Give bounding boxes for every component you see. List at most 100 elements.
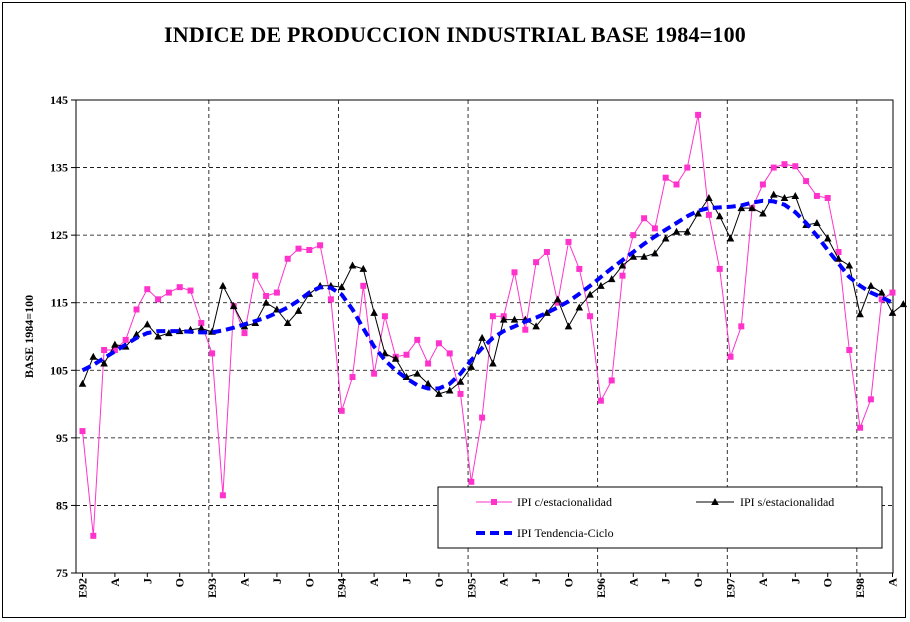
data-point-square: [425, 360, 432, 367]
legend-label-ipi-tendencia-ciclo: IPI Tendencia-Ciclo: [517, 526, 614, 540]
data-point-square: [381, 313, 388, 320]
x-tick-label: A: [367, 578, 381, 587]
data-point-square: [176, 284, 183, 291]
data-point-square: [533, 259, 540, 266]
y-tick-label: 125: [50, 228, 68, 242]
data-point-square: [846, 347, 853, 354]
x-tick-label: O: [432, 578, 446, 587]
x-tick-label: O: [302, 578, 316, 587]
data-point-triangle: [154, 332, 162, 340]
data-point-square: [468, 478, 475, 485]
data-point-square: [522, 326, 529, 333]
legend-label-ipi-c-estacionalidad: IPI c/estacionalidad: [517, 495, 612, 509]
data-point-square: [327, 296, 334, 303]
data-point-square: [565, 238, 572, 245]
data-point-square: [587, 313, 594, 320]
data-point-square: [155, 296, 162, 303]
x-tick-label: A: [238, 578, 252, 587]
x-tick-label: E92: [76, 578, 90, 598]
data-point-square: [770, 164, 777, 171]
data-point-square: [101, 347, 108, 354]
data-point-triangle: [229, 302, 238, 310]
data-point-triangle: [888, 308, 897, 316]
data-point-triangle: [769, 190, 778, 198]
data-point-triangle: [726, 234, 735, 242]
x-tick-label: A: [756, 578, 770, 587]
data-point-triangle: [391, 354, 400, 362]
data-point-triangle: [640, 252, 648, 260]
y-tick-label: 115: [51, 296, 68, 310]
data-point-square: [360, 282, 367, 289]
x-tick-label: A: [497, 578, 511, 587]
data-point-triangle: [607, 275, 616, 283]
x-tick-label: O: [821, 578, 835, 587]
data-point-square: [435, 340, 442, 347]
data-point-square: [727, 353, 734, 360]
data-point-triangle: [813, 218, 821, 226]
y-axis-label: BASE 1984=100: [22, 295, 36, 378]
data-point-square: [543, 249, 550, 256]
data-point-triangle: [359, 264, 368, 272]
data-point-triangle: [661, 234, 670, 242]
data-point-square: [867, 396, 874, 403]
x-tick-label: J: [788, 578, 802, 584]
data-point-square: [79, 428, 86, 435]
data-point-square: [284, 255, 291, 262]
data-point-square: [306, 247, 313, 254]
data-point-square: [90, 532, 97, 539]
data-point-triangle: [413, 369, 422, 377]
x-tick-label: E97: [724, 578, 738, 598]
data-point-triangle: [553, 295, 562, 303]
data-point-square: [857, 424, 864, 431]
data-point-square: [554, 299, 561, 306]
data-point-triangle: [845, 261, 854, 269]
data-point-square: [619, 272, 626, 279]
data-point-square: [695, 111, 702, 118]
x-tick-label: A: [886, 578, 900, 587]
data-point-triangle: [111, 340, 119, 348]
data-point-square: [187, 287, 194, 294]
data-point-triangle: [543, 308, 551, 316]
x-tick-label: A: [108, 578, 122, 587]
data-point-triangle: [856, 310, 864, 318]
data-point-square: [662, 174, 669, 181]
y-tick-label: 105: [50, 363, 68, 377]
data-point-square: [165, 289, 172, 296]
legend: IPI c/estacionalidad IPI s/estacionalida…: [437, 486, 883, 549]
data-point-triangle: [132, 330, 141, 338]
data-point-square: [263, 292, 270, 299]
data-point-square: [446, 350, 453, 357]
data-point-triangle: [629, 252, 638, 260]
data-point-square: [295, 245, 302, 252]
data-point-square: [219, 492, 226, 499]
y-axis-ticks: 75 85 95 105 115 125 135 145: [50, 93, 76, 580]
chart-title: INDICE DE PRODUCCION INDUSTRIAL BASE 198…: [163, 22, 746, 47]
data-point-triangle: [597, 281, 605, 289]
data-point-square: [511, 269, 518, 276]
data-point-triangle: [489, 359, 497, 367]
data-point-square: [792, 163, 799, 170]
series-layer: [78, 111, 908, 539]
data-point-triangle: [651, 249, 659, 257]
data-point-square: [144, 286, 151, 293]
series-line-ipi-tendencia-ciclo: [81, 198, 894, 391]
data-point-triangle: [672, 227, 681, 235]
x-tick-label: E96: [594, 578, 608, 598]
y-tick-label: 85: [56, 498, 68, 512]
data-point-triangle: [402, 373, 411, 381]
data-point-triangle: [759, 209, 767, 217]
data-point-triangle: [262, 298, 270, 306]
data-point-triangle: [143, 320, 152, 328]
data-point-triangle: [510, 315, 519, 323]
data-point-square: [673, 181, 680, 188]
data-point-square: [716, 265, 723, 272]
data-point-triangle: [748, 204, 756, 212]
data-point-square: [651, 225, 658, 232]
x-tick-label: E95: [464, 578, 478, 598]
x-tick-label: E93: [205, 578, 219, 598]
data-point-triangle: [867, 281, 875, 289]
data-point-square: [489, 313, 496, 320]
data-point-square: [403, 351, 410, 358]
data-point-square: [889, 289, 896, 296]
